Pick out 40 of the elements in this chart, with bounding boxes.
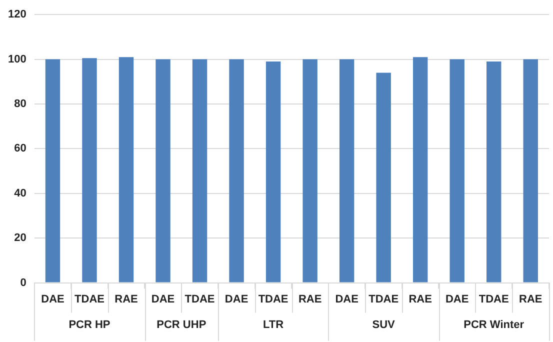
x-tick-label: RAE bbox=[408, 293, 432, 306]
x-tick-label: TDAE bbox=[368, 293, 399, 306]
bar bbox=[450, 59, 464, 282]
y-tick-label: 20 bbox=[14, 232, 26, 244]
y-tick-label: 0 bbox=[20, 276, 26, 289]
text: PCR UHP bbox=[156, 318, 206, 331]
text: PCR Winter bbox=[464, 318, 525, 331]
bar bbox=[45, 59, 60, 282]
x-tick-label: RAE bbox=[519, 293, 542, 306]
x-tick-label: DAE bbox=[335, 293, 358, 306]
x-tick-label: DAE bbox=[445, 293, 469, 306]
bar bbox=[82, 58, 97, 282]
y-tick-label: 100 bbox=[8, 53, 26, 66]
x-tick-label: TDAE bbox=[184, 293, 215, 306]
text: PCR HP bbox=[68, 318, 110, 331]
y-tick-label: 120 bbox=[8, 8, 26, 21]
bar bbox=[339, 59, 354, 282]
x-tick-label: RAE bbox=[298, 293, 322, 306]
bar bbox=[376, 72, 391, 282]
bar bbox=[156, 59, 170, 282]
x-tick-label: TDAE bbox=[478, 293, 509, 306]
bar bbox=[486, 62, 502, 282]
bar bbox=[229, 59, 244, 282]
text: SUV bbox=[372, 318, 396, 331]
y-tick-label: 60 bbox=[14, 142, 26, 155]
bar bbox=[523, 59, 538, 282]
bar bbox=[412, 57, 428, 282]
bar bbox=[302, 59, 318, 282]
text: LTR bbox=[263, 318, 284, 331]
x-tick-label: RAE bbox=[114, 293, 138, 306]
bar bbox=[118, 57, 134, 282]
x-tick-label: DAE bbox=[151, 293, 175, 306]
x-tick-label: TDAE bbox=[74, 293, 104, 306]
x-tick-label: TDAE bbox=[258, 293, 288, 306]
bar bbox=[266, 62, 281, 282]
bar bbox=[192, 59, 208, 282]
x-tick-label: DAE bbox=[41, 293, 64, 306]
y-tick-label: 80 bbox=[14, 98, 26, 110]
y-tick-label: 40 bbox=[14, 187, 26, 200]
x-tick-label: DAE bbox=[224, 293, 248, 306]
